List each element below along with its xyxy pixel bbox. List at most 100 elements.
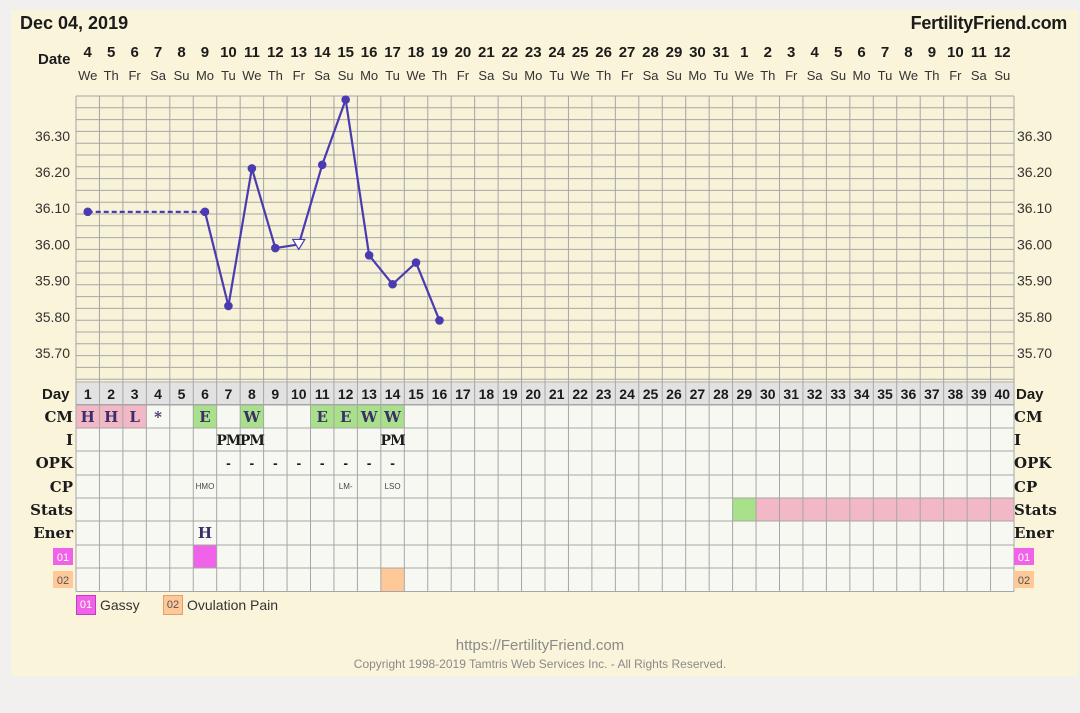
temperature-point [271,243,280,253]
weekday-label: Su [502,68,518,83]
y-tick-left: 36.00 [35,236,70,252]
stats-cell [826,498,850,522]
y-tick-right: 35.80 [1017,309,1052,325]
cycle-day-number: 28 [713,386,729,402]
weekday-label: Sa [807,68,824,83]
temperature-segment [391,261,417,286]
temperature-segment [203,211,230,307]
weekday-label: Sa [478,68,495,83]
cm-cell [380,405,405,429]
cp-value: LSO [385,482,401,491]
y-tick-right: 36.10 [1017,200,1052,216]
cm-value: L [129,408,140,426]
weekday-label: Mo [196,68,214,83]
stats-cell [779,498,803,522]
row-label-left: CM [44,408,73,426]
day-label-left: Day [42,386,70,403]
weekday-label: Th [596,68,611,83]
opk-value: - [296,455,301,471]
cycle-day-number: 20 [525,386,541,402]
cycle-day-number: 40 [994,386,1010,402]
date-number: 12 [994,44,1011,61]
date-number: 11 [971,44,987,61]
weekday-label: Tu [385,68,400,83]
cycle-day-number: 23 [596,386,612,402]
date-number: 4 [811,44,820,61]
date-number: 8 [904,44,912,61]
date-number: 23 [525,44,542,61]
cycle-day-number: 12 [338,386,354,402]
weekday-label: Sa [314,68,331,83]
y-tick-right: 35.70 [1017,345,1052,361]
weekday-label: We [735,68,754,83]
date-number: 6 [130,44,138,61]
cp-value: HMO [196,482,215,491]
weekday-label: Fr [128,68,141,83]
opk-value: - [250,455,255,471]
weekday-label: We [242,68,261,83]
cycle-day-number: 6 [201,386,209,402]
stats-cell [967,498,991,522]
row-label-left: OPK [36,454,74,472]
date-label: Date [38,51,71,68]
cycle-day-number: 4 [154,386,162,402]
cycle-day-number: 21 [549,386,565,402]
i-value: PM [216,433,241,449]
y-tick-left: 36.30 [35,128,70,144]
date-number: 10 [220,44,237,61]
date-number: 24 [548,44,565,61]
date-number: 26 [595,44,612,61]
cycle-day-number: 1 [84,386,92,402]
weekday-label: We [571,68,590,83]
y-tick-left: 36.10 [35,200,70,216]
weekday-label: Su [666,68,682,83]
footer-url[interactable]: https://FertilityFriend.com [455,637,625,654]
stats-cell [943,498,968,522]
temperature-point [388,279,397,289]
custom-badge-right [1014,548,1034,565]
legend-label-ovulation-pain: Ovulation Pain [187,597,279,613]
cm-cell [76,405,100,429]
date-number: 27 [619,44,636,61]
cycle-day-number: 16 [432,386,448,402]
custom-02-cell [380,568,405,592]
date-number: 2 [764,44,772,61]
date-number: 12 [267,44,284,61]
row-label-right: Stats [1014,501,1057,519]
weekday-label: Th [432,68,447,83]
cm-cell [357,405,381,429]
date-number: 21 [478,44,495,61]
cycle-day-number: 34 [854,386,870,402]
date-number: 13 [290,44,307,61]
y-tick-right: 36.00 [1017,236,1052,252]
custom-badge-left [53,571,73,588]
y-tick-right: 36.20 [1017,164,1052,180]
cycle-day-number: 19 [502,386,518,402]
custom-badge-right [1014,571,1034,588]
cm-value: E [340,408,351,426]
i-value: PM [240,433,265,449]
date-number: 25 [572,44,589,61]
stats-cell [849,498,874,522]
stats-cell [802,498,827,522]
weekday-label: Tu [221,68,236,83]
temperature-point [224,301,233,311]
brand-logo[interactable]: FertilityFriend.com [910,13,1068,33]
cycle-day-number: 37 [924,386,940,402]
cm-value: H [81,408,95,426]
weekday-label: Fr [785,68,798,83]
date-number: 16 [361,44,378,61]
cm-cell [122,405,147,429]
cycle-day-number: 13 [361,386,377,402]
custom-badge-left-text: 01 [57,552,69,564]
row-label-right: I [1014,431,1021,449]
cycle-day-number: 26 [666,386,682,402]
cycle-day-number: 18 [479,386,495,402]
cm-cell [333,405,358,429]
cm-value: W [242,408,261,426]
opk-value: - [320,455,325,471]
cm-cell [99,405,123,429]
temperature-segment [368,254,394,285]
temperature-point-open [291,238,306,251]
